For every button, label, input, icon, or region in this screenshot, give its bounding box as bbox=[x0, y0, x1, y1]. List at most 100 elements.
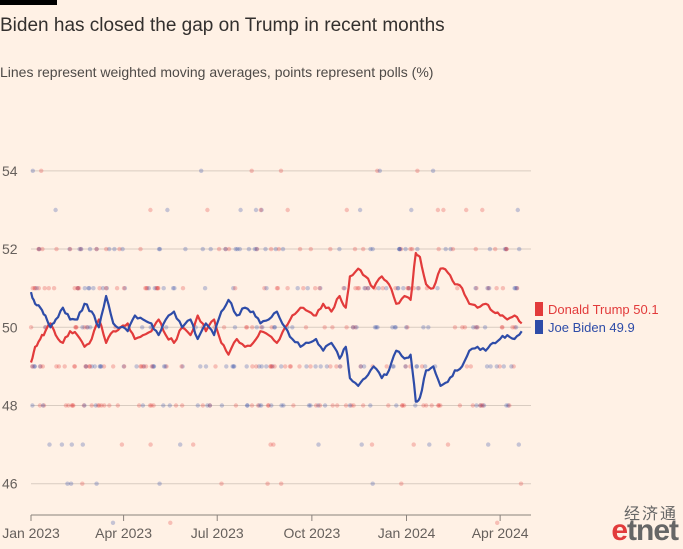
poll-point bbox=[148, 442, 153, 447]
poll-point bbox=[443, 246, 448, 252]
poll-point bbox=[316, 403, 321, 408]
poll-point bbox=[304, 364, 309, 369]
poll-point bbox=[504, 246, 509, 252]
poll-point bbox=[512, 325, 517, 330]
poll-point bbox=[436, 403, 441, 408]
poll-point bbox=[179, 364, 184, 369]
poll-point bbox=[231, 286, 236, 291]
poll-point bbox=[337, 364, 343, 369]
poll-point bbox=[408, 246, 413, 252]
poll-point bbox=[473, 286, 478, 291]
poll-point bbox=[87, 364, 93, 369]
poll-point bbox=[288, 364, 293, 369]
poll-point bbox=[500, 325, 505, 330]
poll-point bbox=[406, 286, 411, 291]
poll-point bbox=[36, 286, 41, 291]
poll-point bbox=[223, 246, 228, 252]
trump-end-label: Donald Trump 50.1 bbox=[548, 302, 659, 317]
poll-point bbox=[488, 364, 493, 369]
poll-point bbox=[421, 325, 426, 330]
poll-point bbox=[308, 246, 313, 252]
poll-point bbox=[516, 442, 521, 447]
poll-point bbox=[219, 481, 224, 486]
poll-point bbox=[51, 286, 57, 291]
poll-point bbox=[67, 246, 72, 252]
poll-point bbox=[154, 286, 159, 291]
poll-point bbox=[180, 286, 186, 291]
poll-point bbox=[79, 246, 84, 252]
poll-point bbox=[121, 364, 127, 369]
poll-point bbox=[95, 403, 101, 408]
poll-point bbox=[41, 403, 47, 408]
poll-point bbox=[297, 246, 303, 252]
poll-point bbox=[152, 286, 157, 291]
poll-point bbox=[403, 364, 408, 369]
poll-point bbox=[322, 403, 328, 408]
poll-point bbox=[394, 403, 399, 408]
poll-point bbox=[71, 403, 76, 408]
poll-point bbox=[254, 364, 259, 369]
poll-point bbox=[474, 325, 479, 330]
poll-point bbox=[199, 168, 204, 173]
poll-point bbox=[291, 403, 296, 408]
poll-point bbox=[430, 168, 436, 173]
poll-point bbox=[504, 403, 509, 408]
poll-point bbox=[285, 207, 290, 213]
poll-point bbox=[358, 364, 363, 369]
poll-point bbox=[161, 286, 166, 291]
poll-point bbox=[82, 325, 87, 330]
poll-point bbox=[462, 325, 468, 330]
poll-point bbox=[380, 286, 385, 291]
poll-point bbox=[202, 286, 208, 291]
poll-point bbox=[69, 403, 74, 408]
x-tick-label-5: Apr 2024 bbox=[472, 525, 529, 541]
poll-point bbox=[283, 364, 288, 369]
poll-point bbox=[141, 364, 146, 369]
poll-point bbox=[421, 403, 426, 408]
y-tick-label-54: 54 bbox=[2, 163, 18, 179]
poll-point bbox=[481, 403, 487, 408]
poll-point bbox=[464, 207, 469, 213]
poll-point bbox=[262, 286, 267, 291]
poll-point bbox=[259, 207, 264, 213]
poll-point bbox=[280, 246, 286, 252]
poll-point bbox=[514, 286, 519, 291]
poll-point bbox=[110, 520, 116, 525]
poll-point bbox=[275, 286, 281, 291]
poll-point bbox=[167, 403, 172, 408]
poll-point bbox=[244, 325, 250, 330]
x-tick-label-3: Oct 2023 bbox=[283, 525, 340, 541]
poll-point bbox=[101, 364, 107, 369]
poll-point bbox=[415, 286, 421, 291]
poll-point bbox=[149, 403, 154, 408]
poll-point bbox=[231, 364, 236, 369]
poll-point bbox=[85, 325, 90, 330]
poll-point bbox=[368, 403, 373, 408]
poll-point bbox=[363, 286, 368, 291]
poll-point bbox=[265, 403, 271, 408]
poll-point bbox=[171, 286, 176, 291]
poll-point bbox=[480, 403, 485, 408]
poll-point bbox=[435, 286, 440, 291]
y-tick-label-48: 48 bbox=[2, 397, 18, 413]
poll-point bbox=[94, 481, 99, 486]
poll-point bbox=[513, 286, 518, 291]
poll-point bbox=[374, 325, 379, 330]
poll-point bbox=[72, 364, 78, 369]
poll-point bbox=[119, 442, 125, 447]
gridlines bbox=[31, 170, 531, 485]
poll-point bbox=[514, 286, 520, 291]
poll-point bbox=[358, 364, 363, 369]
poll-point bbox=[335, 403, 340, 408]
poll-point bbox=[75, 286, 81, 291]
poll-point bbox=[353, 325, 358, 330]
poll-point bbox=[70, 403, 75, 408]
poll-point bbox=[37, 364, 43, 369]
poll-point bbox=[103, 286, 109, 291]
poll-point bbox=[495, 520, 500, 525]
poll-point bbox=[347, 403, 353, 408]
poll-point bbox=[195, 403, 200, 408]
poll-point bbox=[494, 364, 499, 369]
poll-point bbox=[40, 364, 45, 369]
y-axis-labels: 46 48 50 52 54 bbox=[2, 163, 18, 492]
